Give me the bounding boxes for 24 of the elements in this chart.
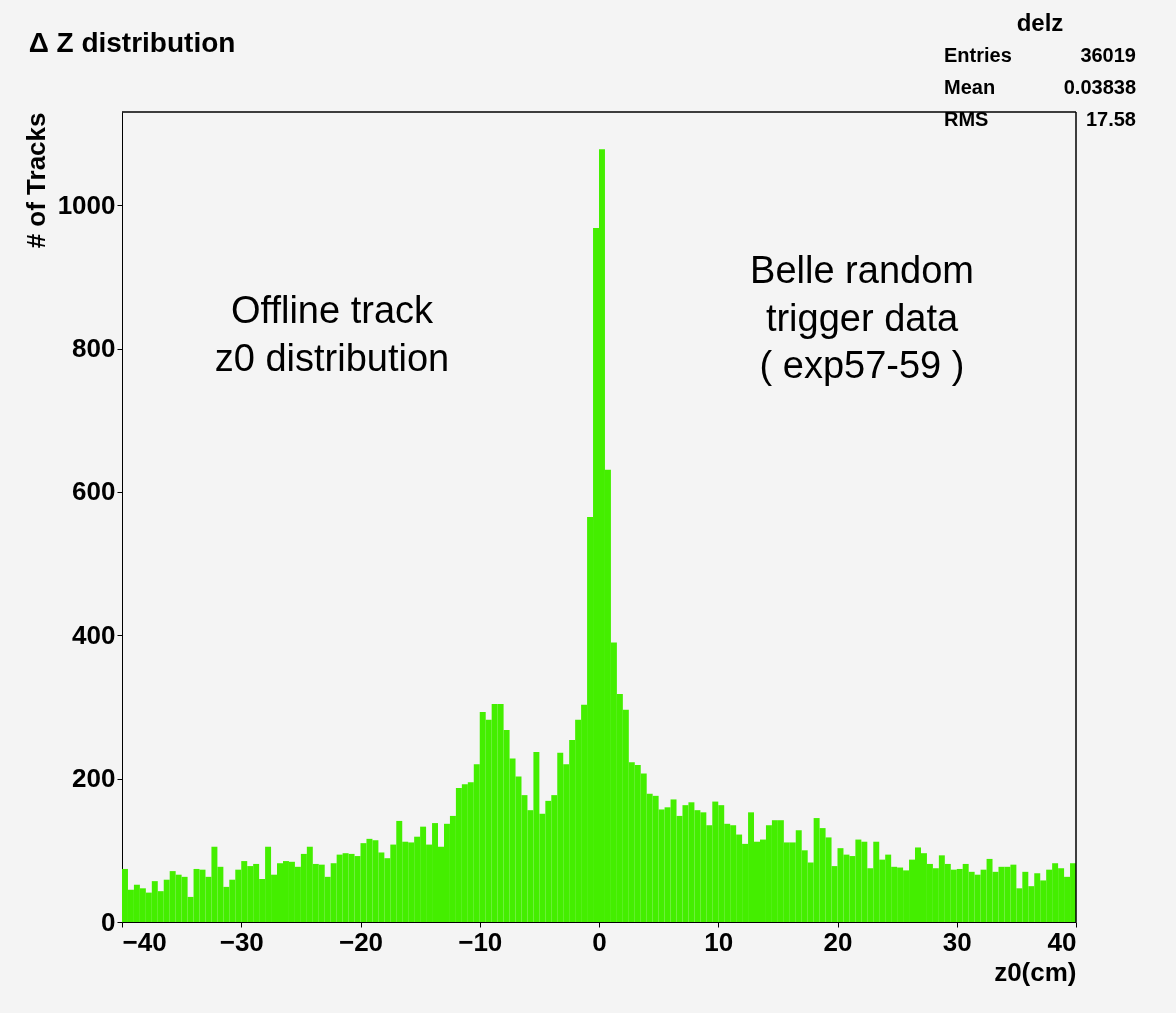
y-tick-label: 200: [72, 763, 116, 794]
x-tick-label: 10: [704, 926, 734, 957]
y-tick-label: 800: [72, 333, 116, 364]
text: delz: [1016, 9, 1064, 36]
x-tick-label: −40: [122, 926, 167, 957]
annotation: Offline track z0 distribution: [214, 289, 450, 379]
text: Entries 36019: [944, 44, 1136, 66]
annotation: Belle random trigger data ( exp57-59 ): [750, 249, 974, 386]
y-axis-title: # of Tracks: [20, 112, 51, 249]
x-tick-label: −30: [219, 926, 264, 957]
x-axis-title: z0(cm): [994, 956, 1077, 987]
y-tick-label: 600: [72, 476, 116, 507]
y-tick-label: 1000: [57, 189, 116, 220]
y-tick-label: 400: [72, 619, 116, 650]
x-tick-label: 30: [942, 926, 972, 957]
x-tick-label: −10: [458, 926, 503, 957]
x-tick-label: 40: [1047, 926, 1077, 957]
x-tick-label: 0: [592, 926, 607, 957]
text: Mean 0.03838: [944, 76, 1136, 98]
chart-title: Δ Z distribution: [28, 27, 236, 58]
y-tick-label: 0: [101, 906, 116, 937]
x-tick-label: −20: [338, 926, 384, 957]
text: RMS 17.58: [944, 108, 1136, 130]
x-tick-label: 20: [823, 926, 853, 957]
